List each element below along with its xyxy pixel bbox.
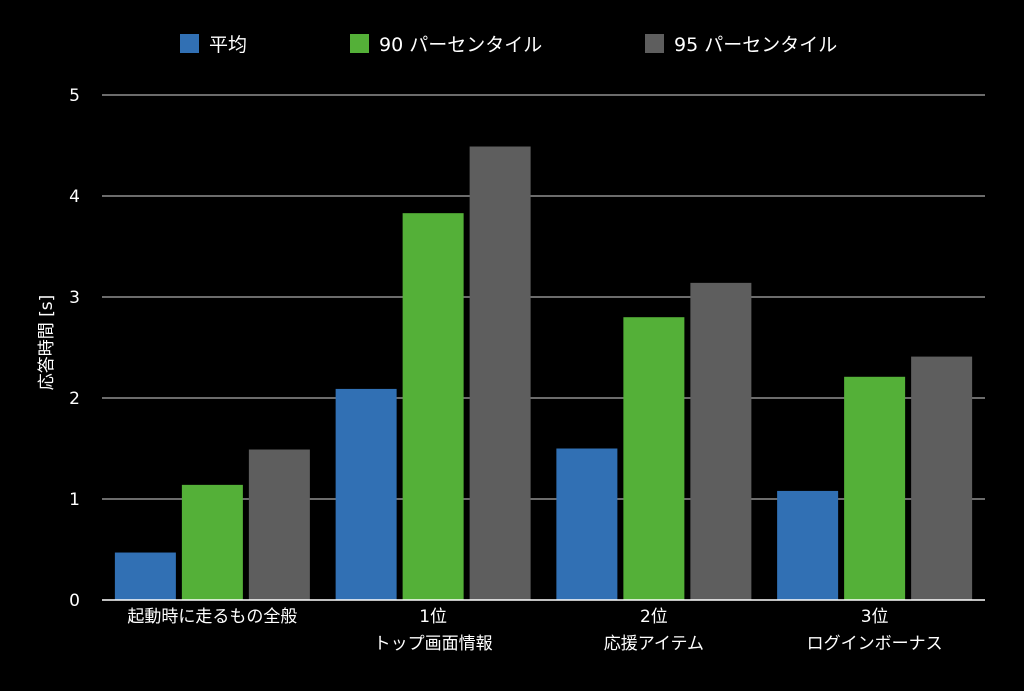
- bar: [623, 317, 685, 600]
- bar: [469, 146, 531, 600]
- y-axis-ticks: 0 1 2 3 4 5: [69, 86, 80, 611]
- x-category-label: 1位: [419, 607, 447, 627]
- x-category-label: 2位: [640, 607, 668, 627]
- legend-swatch: [350, 34, 369, 53]
- legend-swatch: [645, 34, 664, 53]
- x-category-label: 3位: [861, 607, 889, 627]
- legend-label: 平均: [209, 34, 247, 56]
- legend-label: 95 パーセンタイル: [674, 34, 837, 56]
- bar: [911, 356, 973, 600]
- y-tick-label: 2: [69, 389, 80, 409]
- bar: [402, 213, 464, 601]
- y-tick-label: 0: [69, 591, 80, 611]
- bar: [335, 388, 397, 600]
- y-tick-label: 1: [69, 490, 80, 510]
- x-category-label: 起動時に走るもの全般: [127, 607, 297, 627]
- bar: [181, 484, 243, 600]
- bar: [777, 490, 839, 600]
- y-axis-title: 応答時間 [s]: [37, 295, 57, 391]
- x-category-label: ログインボーナス: [807, 634, 943, 654]
- x-category-label: トップ画面情報: [374, 634, 493, 654]
- bar: [556, 448, 618, 600]
- x-category-label: 応援アイテム: [604, 634, 704, 654]
- legend-swatch: [180, 34, 199, 53]
- bar: [248, 449, 310, 600]
- bar: [844, 376, 906, 600]
- legend-label: 90 パーセンタイル: [379, 34, 542, 56]
- legend: 平均 90 パーセンタイル 95 パーセンタイル: [180, 34, 837, 56]
- y-tick-label: 4: [69, 187, 80, 207]
- y-tick-label: 5: [69, 86, 80, 106]
- bars: [114, 146, 973, 601]
- bar: [690, 282, 752, 600]
- y-tick-label: 3: [69, 288, 80, 308]
- bar: [114, 552, 176, 600]
